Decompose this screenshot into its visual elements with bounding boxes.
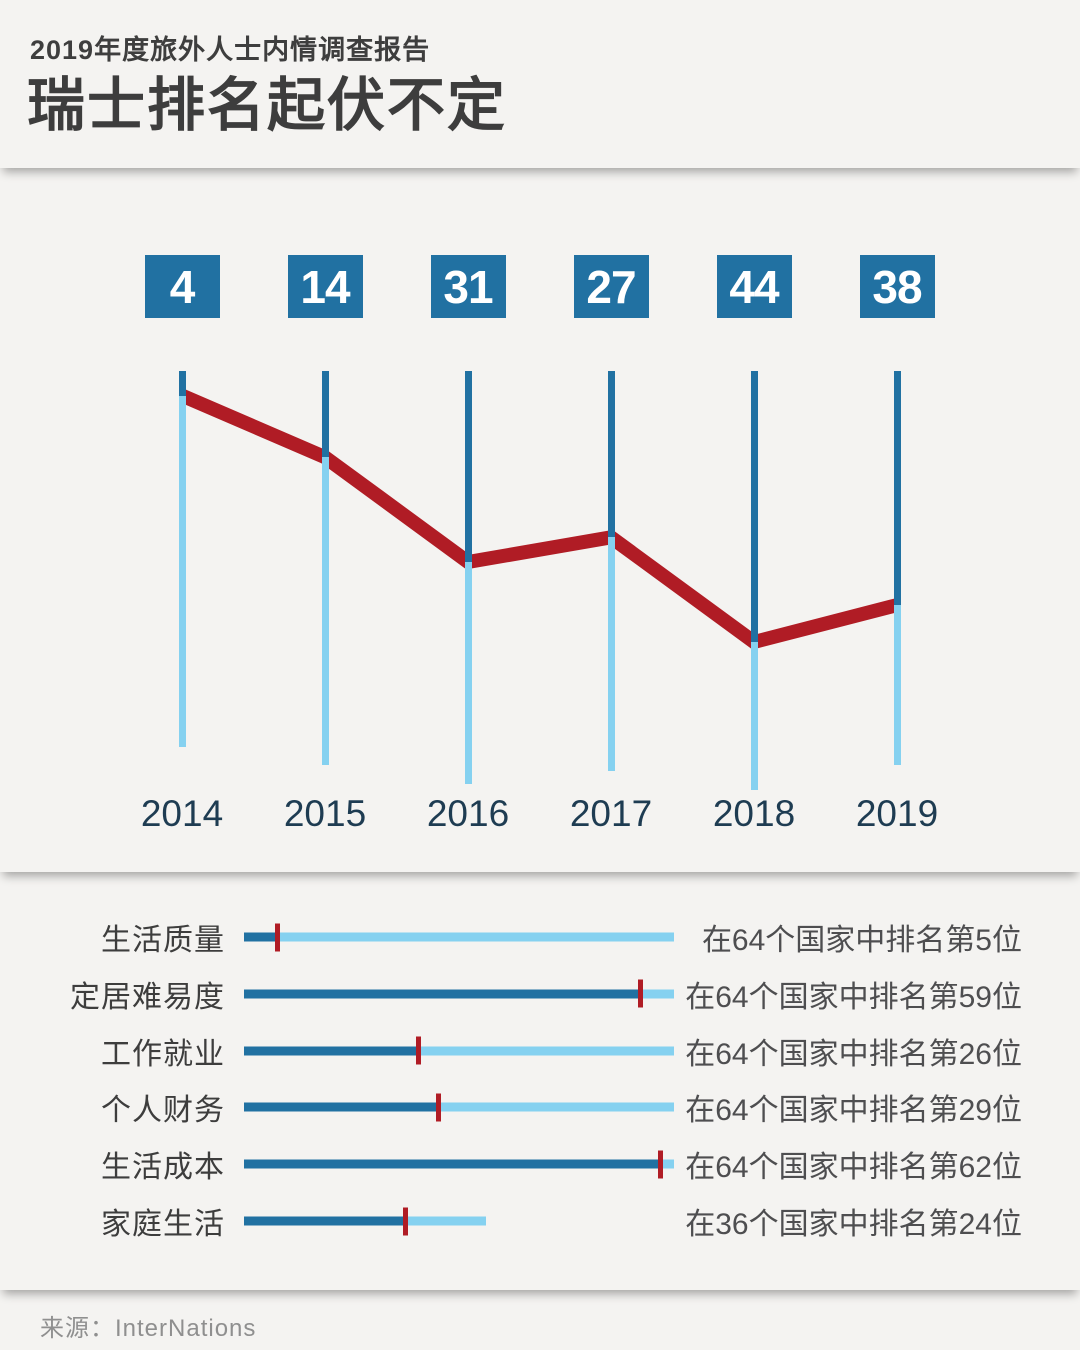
ranking-marker (436, 1093, 442, 1122)
ranking-bar (244, 979, 674, 1008)
ranking-annotation: 在64个国家中排名第62位 (685, 1151, 1022, 1185)
year-rank-badge: 38 (859, 255, 935, 318)
ranking-bar (244, 1207, 486, 1235)
ranking-bar-rank-segment (244, 1046, 419, 1056)
rank-column-upper-line (178, 371, 186, 396)
rank-column-lower-line (321, 457, 329, 766)
ranking-bar-rank-segment (244, 1159, 661, 1169)
trend-line (179, 389, 899, 650)
ranking-category-label: 生活质量 (101, 924, 225, 957)
year-rank-badge: 44 (716, 255, 792, 318)
ranking-row: 家庭生活 在36个国家中排名第24位 (0, 1199, 1080, 1243)
ranking-category-label: 定居难易度 (70, 980, 225, 1014)
ranking-category-label: 工作就业 (101, 1037, 225, 1071)
ranking-category-label: 生活成本 (101, 1151, 225, 1185)
year-rank-badge: 4 (144, 255, 220, 318)
report-subtitle: 2019年度旅外人士内情调查报告 (30, 35, 431, 65)
rank-column-upper-line (321, 371, 329, 458)
timeline-chart-section: 4 2014 14 2015 31 2016 27 2017 44 2018 38 2019 (0, 168, 1080, 872)
ranking-bar-rank-segment (244, 1216, 406, 1226)
rank-column-upper-line (607, 371, 615, 538)
rank-column-upper-line (750, 371, 758, 642)
ranking-marker (275, 923, 281, 951)
rank-column-upper-line (464, 371, 472, 562)
ranking-bar-rank-segment (244, 989, 641, 999)
category-rankings-section: 生活质量 在64个国家中排名第5位 定居难易度 在64个国家中排名第59位 工作… (0, 872, 1080, 1290)
ranking-bar (244, 1036, 674, 1065)
year-rank-badge: 27 (573, 255, 649, 318)
year-axis-label: 2018 (712, 793, 796, 834)
ranking-bar-rank-segment (244, 932, 278, 942)
ranking-bar-remainder-segment (405, 1216, 486, 1226)
ranking-bar-remainder-segment (660, 1159, 674, 1169)
ranking-marker (402, 1207, 408, 1235)
year-axis-label: 2016 (426, 793, 510, 834)
source-credit: 来源：InterNations (40, 1315, 257, 1342)
ranking-row: 个人财务 在64个国家中排名第29位 (0, 1085, 1080, 1129)
ranking-row: 生活成本 在64个国家中排名第62位 (0, 1142, 1080, 1186)
ranking-marker (637, 979, 643, 1008)
year-axis-label: 2014 (140, 793, 224, 834)
ranking-bar (244, 1093, 674, 1122)
ranking-annotation: 在36个国家中排名第24位 (685, 1208, 1022, 1241)
rank-column-lower-line (750, 642, 758, 790)
ranking-annotation: 在64个国家中排名第26位 (685, 1037, 1022, 1071)
ranking-row: 定居难易度 在64个国家中排名第59位 (0, 972, 1080, 1016)
header-section: 2019年度旅外人士内情调查报告 瑞士排名起伏不定 (0, 0, 1080, 168)
ranking-category-label: 个人财务 (101, 1094, 225, 1128)
ranking-annotation: 在64个国家中排名第5位 (701, 924, 1022, 957)
ranking-annotation: 在64个国家中排名第29位 (685, 1094, 1022, 1128)
rank-column-lower-line (893, 605, 901, 766)
trend-line-layer (179, 389, 899, 650)
ranking-bar-remainder-segment (640, 989, 674, 999)
page-title: 瑞士排名起伏不定 (27, 73, 508, 138)
ranking-row: 工作就业 在64个国家中排名第26位 (0, 1029, 1080, 1073)
rank-column-upper-line (893, 371, 901, 606)
rank-column-lower-line (464, 562, 472, 784)
year-axis-label: 2017 (569, 793, 653, 834)
rank-column-lower-line (178, 395, 186, 747)
ranking-category-label: 家庭生活 (101, 1208, 225, 1241)
ranking-bar (244, 1150, 674, 1179)
ranking-marker (658, 1150, 664, 1179)
ranking-row: 生活质量 在64个国家中排名第5位 (0, 915, 1080, 959)
footer-section: 来源：InterNations (0, 1290, 1080, 1350)
year-axis-label: 2015 (283, 793, 367, 834)
year-rank-badge: 14 (287, 255, 363, 318)
ranking-marker (416, 1036, 422, 1065)
rank-column-lower-line (607, 537, 615, 772)
ranking-bar-remainder-segment (438, 1102, 674, 1112)
year-rank-badge: 31 (430, 255, 506, 318)
year-axis-label: 2019 (855, 793, 939, 834)
ranking-bar-remainder-segment (277, 932, 674, 942)
ranking-annotation: 在64个国家中排名第59位 (685, 980, 1022, 1014)
ranking-bar-remainder-segment (418, 1046, 674, 1056)
ranking-bar-rank-segment (244, 1102, 439, 1112)
ranking-bar (244, 923, 674, 951)
